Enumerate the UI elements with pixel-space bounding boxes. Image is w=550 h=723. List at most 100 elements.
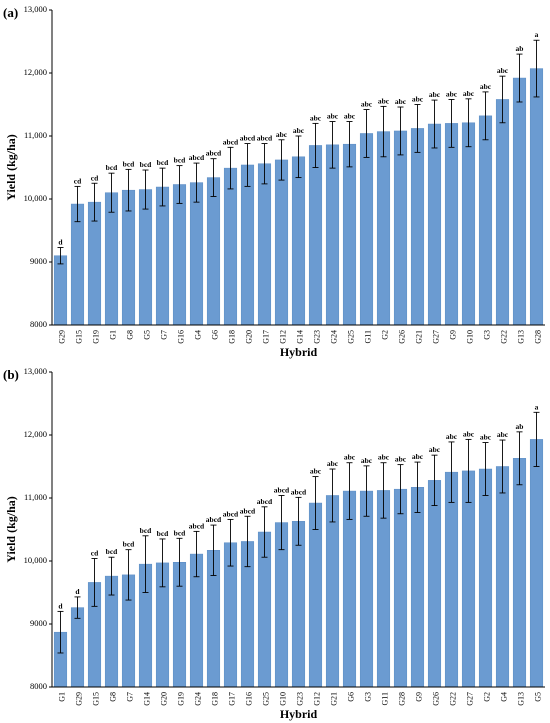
bar (240, 164, 255, 326)
significance-letter: abc (310, 467, 322, 476)
significance-letter: bcd (106, 163, 119, 172)
x-tick-label: G1 (57, 692, 66, 702)
panel-label: (a) (3, 5, 18, 20)
x-tick-label: G15 (74, 330, 83, 344)
significance-letter: abc (344, 453, 356, 462)
significance-letter: abc (412, 452, 424, 461)
x-tick-label: G6 (210, 330, 219, 340)
significance-letter: d (75, 587, 80, 596)
bar (308, 145, 323, 326)
significance-letter: cd (91, 548, 99, 557)
x-tick-label: G5 (142, 330, 151, 340)
significance-letter: abcd (223, 509, 239, 518)
bar (325, 495, 340, 688)
bar (376, 131, 391, 326)
x-tick-label: G21 (329, 692, 338, 706)
significance-letter: abcd (223, 137, 239, 146)
x-tick-label: G26 (397, 330, 406, 344)
x-tick-label: G8 (108, 692, 117, 702)
bar (274, 159, 289, 326)
x-tick-label: G28 (397, 692, 406, 706)
x-tick-label: G2 (482, 692, 491, 702)
significance-letter: abc (412, 95, 424, 104)
significance-letter: abcd (257, 497, 273, 506)
significance-letter: d (58, 238, 63, 247)
x-tick-label: G18 (210, 692, 219, 706)
significance-letter: abcd (291, 487, 307, 496)
significance-letter: abc (293, 126, 305, 135)
bar (478, 115, 493, 326)
x-tick-label: G9 (448, 330, 457, 340)
significance-letter: abc (327, 112, 339, 121)
x-tick-label: G25 (346, 330, 355, 344)
significance-letter: abc (463, 429, 475, 438)
chart-panel-b: (b) d G1 d G29 cd G15 bcd G8 bcd G7 bcd G14 bcd G20 bcd… (3, 366, 545, 721)
x-tick-label: G14 (142, 692, 151, 706)
panel-label: (b) (3, 367, 19, 382)
significance-letter: abcd (206, 149, 222, 158)
bar (342, 143, 357, 326)
x-axis-title: Hybrid (280, 345, 318, 359)
bar (257, 163, 272, 326)
bar (495, 466, 510, 688)
y-axis-title: Yield (kg/ha) (4, 496, 18, 563)
x-tick-label: G12 (312, 692, 321, 706)
y-tick-label: 11,000 (24, 492, 47, 502)
x-tick-label: G22 (448, 692, 457, 706)
bar (308, 502, 323, 688)
significance-letter: cd (91, 173, 99, 182)
y-tick-label: 13,000 (24, 366, 47, 376)
x-tick-label: G11 (363, 330, 372, 343)
x-tick-label: G26 (431, 692, 440, 706)
bar (70, 203, 85, 326)
y-axis-title: Yield (kg/ha) (4, 134, 18, 201)
x-tick-label: G19 (91, 330, 100, 344)
bar (291, 521, 306, 688)
bar (342, 490, 357, 688)
y-tick-label: 10,000 (24, 555, 47, 565)
bar (512, 458, 527, 688)
bar (291, 156, 306, 326)
bar (376, 490, 391, 688)
y-tick-label: 12,000 (24, 429, 47, 439)
x-tick-label: G16 (176, 330, 185, 344)
bar (444, 123, 459, 326)
significance-letter: bcd (174, 156, 187, 165)
x-tick-label: G29 (74, 692, 83, 706)
significance-letter: abc (463, 89, 475, 98)
bar (444, 471, 459, 688)
significance-letter: abc (429, 445, 441, 454)
significance-letter: cd (74, 176, 82, 185)
bar (478, 468, 493, 688)
significance-letter: abcd (189, 521, 205, 530)
y-tick-label: 12,000 (24, 67, 47, 77)
chart-panel-a: (a) d G29 cd G15 cd G19 bcd G1 bcd G8 bcd G5 bcd G7 bcd… (3, 4, 545, 359)
x-tick-label: G13 (516, 692, 525, 706)
x-tick-label: G3 (363, 692, 372, 702)
bar (393, 130, 408, 326)
significance-letter: ab (516, 44, 524, 53)
significance-letter: ab (516, 422, 524, 431)
significance-letter: abc (310, 113, 322, 122)
significance-letter: abc (327, 459, 339, 468)
x-tick-label: G21 (414, 330, 423, 344)
x-tick-label: G23 (312, 330, 321, 344)
significance-letter: bcd (174, 528, 187, 537)
y-tick-label: 13,000 (24, 4, 47, 14)
bar (155, 186, 170, 326)
x-tick-label: G24 (329, 330, 338, 344)
x-tick-label: G27 (431, 330, 440, 344)
significance-letter: abcd (240, 134, 256, 143)
x-tick-label: G7 (125, 692, 134, 702)
x-tick-label: G20 (159, 692, 168, 706)
x-tick-label: G4 (499, 692, 508, 702)
bar (70, 607, 85, 688)
y-tick-label: 11,000 (24, 130, 47, 140)
significance-letter: a (535, 402, 539, 411)
bar (138, 189, 153, 326)
significance-letter: bcd (106, 547, 119, 556)
significance-letter: bcd (157, 158, 170, 167)
significance-letter: bcd (140, 526, 153, 535)
bar (410, 128, 425, 326)
